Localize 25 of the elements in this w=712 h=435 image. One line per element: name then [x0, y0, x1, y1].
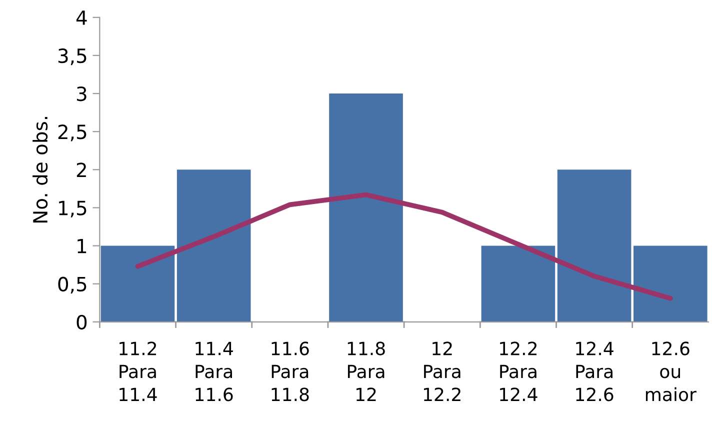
x-tick-label: 12.4 Para 12.6	[576, 342, 614, 402]
y-tick-label: 2,5	[58, 124, 86, 142]
y-tick-label: 2	[76, 162, 86, 178]
bar	[100, 246, 175, 322]
y-tick-label: 4	[76, 10, 87, 25]
x-tick-label: 11.6 Para 11.8	[272, 342, 309, 402]
bar	[481, 246, 556, 322]
x-tick-label: 11.4 Para 11.6	[196, 342, 233, 402]
y-tick-label: 3	[76, 86, 86, 102]
x-tick-label: 12 Para 12.2	[424, 342, 460, 401]
x-tick-label: 11.8 Para 12	[348, 342, 385, 401]
x-tick-label: 12.2 Para 12.4	[500, 342, 538, 401]
bar	[633, 246, 708, 322]
bar	[329, 94, 403, 322]
y-tick-label: 1	[78, 238, 86, 254]
x-tick-label: 12.6 ou maior	[646, 342, 696, 402]
y-tick-label: 0,5	[58, 276, 86, 294]
bar	[557, 170, 632, 322]
x-tick-label: 11.2 Para 11.4	[120, 342, 157, 401]
y-tick-label: 0	[76, 314, 87, 330]
line-series	[135, 192, 673, 301]
bar	[176, 170, 251, 322]
y-tick-label: 3,5	[58, 48, 86, 66]
y-axis-title: No. de obs.	[32, 117, 48, 222]
y-tick-label: 1,5	[59, 200, 86, 218]
